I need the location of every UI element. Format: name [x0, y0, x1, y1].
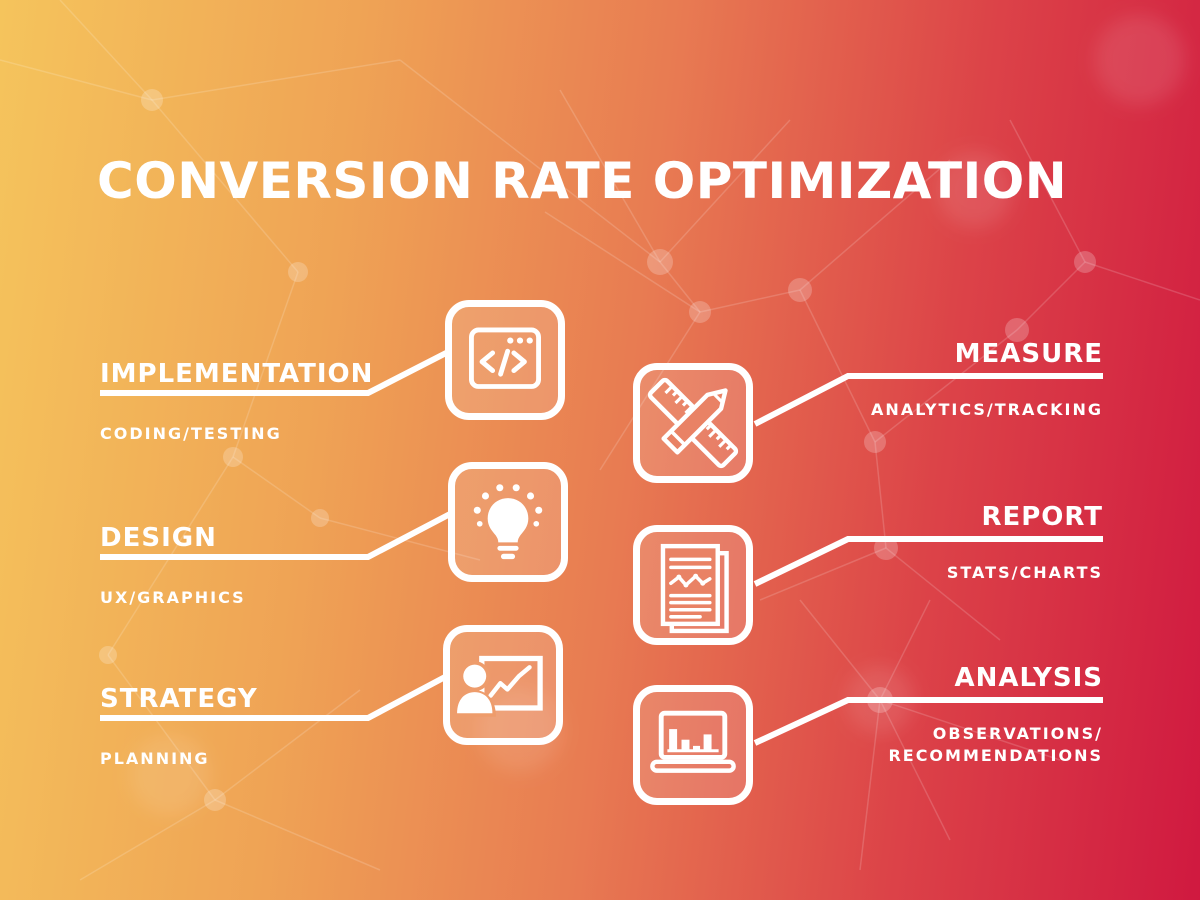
- step-measure: MEASURE ANALYTICS/TRACKING: [871, 340, 1103, 421]
- step-implementation: IMPLEMENTATION CODING/TESTING: [100, 360, 373, 445]
- step-sublabel: PLANNING: [100, 748, 210, 768]
- report-document-icon: [633, 525, 753, 645]
- step-label: IMPLEMENTATION: [100, 359, 374, 389]
- step-report: REPORT STATS/CHARTS: [947, 503, 1103, 584]
- step-sublabel: STATS/CHARTS: [946, 562, 1103, 582]
- presenter-chart-icon: [443, 625, 563, 745]
- step-label: DESIGN: [100, 523, 217, 553]
- step-strategy: STRATEGY PLANNING: [100, 685, 258, 770]
- lightbulb-icon: [448, 462, 568, 582]
- step-label: STRATEGY: [100, 684, 258, 714]
- ruler-pencil-icon: [633, 363, 753, 483]
- laptop-chart-icon: [633, 685, 753, 805]
- step-sublabel: UX/GRAPHICS: [100, 587, 246, 607]
- step-sublabel: CODING/TESTING: [100, 423, 282, 443]
- step-label: REPORT: [981, 502, 1103, 532]
- step-design: DESIGN UX/GRAPHICS: [100, 524, 246, 609]
- code-window-icon: [445, 300, 565, 420]
- step-sublabel: OBSERVATIONS/ RECOMMENDATIONS: [888, 723, 1103, 765]
- step-label: ANALYSIS: [954, 663, 1103, 693]
- step-label: MEASURE: [954, 339, 1103, 369]
- step-analysis: ANALYSIS OBSERVATIONS/ RECOMMENDATIONS: [888, 664, 1103, 767]
- step-sublabel: ANALYTICS/TRACKING: [871, 399, 1103, 419]
- page-title: CONVERSION RATE OPTIMIZATION: [97, 152, 1068, 210]
